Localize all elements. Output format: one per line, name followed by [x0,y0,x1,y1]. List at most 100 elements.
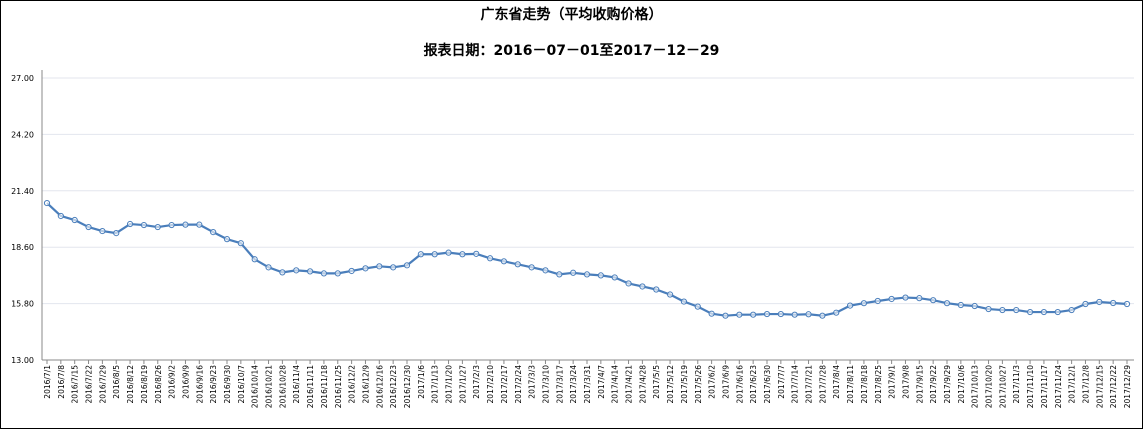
x-tick-label: 2016/8/5 [112,365,121,399]
data-point [971,302,978,310]
data-point [486,255,494,262]
data-point [750,311,757,318]
data-point [611,274,618,281]
x-tick-label: 2017/10/27 [998,365,1007,408]
x-tick-label: 2016/8/26 [154,365,163,404]
data-point [279,269,286,276]
data-point [182,221,189,228]
x-tick-label: 2017/1/27 [458,365,467,404]
x-tick-label: 2016/12/2 [348,365,357,404]
x-tick-label: 2016/12/16 [375,365,384,408]
x-tick-label: 2017/5/5 [652,365,661,399]
x-tick-label: 2017/11/10 [1026,365,1035,408]
data-point [43,199,51,207]
data-point [722,312,729,319]
chart-subtitle: 报表日期：2016－07－01至2017－12－29 [423,43,720,59]
data-point [791,311,798,318]
data-point [874,297,881,305]
x-tick-label: 2016/7/1 [43,365,52,399]
x-tick-label: 2017/9/22 [929,365,938,404]
data-point [1040,308,1048,316]
data-point [1082,300,1089,308]
data-point [666,291,674,298]
x-tick-label: 2017/10/20 [985,365,994,408]
x-tick-label: 2017/3/24 [569,365,578,404]
data-point [1123,300,1131,308]
data-point [237,240,244,247]
data-point [85,223,92,231]
x-tick-label: 2017/6/2 [708,365,717,399]
data-point [736,311,743,318]
x-tick-label: 2017/1/13 [431,365,440,404]
x-tick-label: 2016/11/11 [306,365,315,408]
data-point [916,295,923,302]
x-tick-label: 2017/6/30 [763,365,772,404]
data-point [763,310,771,318]
data-point [957,301,964,309]
x-tick-label: 2017/12/15 [1095,365,1104,408]
x-tick-label: 2017/2/17 [500,365,509,404]
data-point [445,249,452,256]
x-tick-label: 2017/4/14 [611,365,620,404]
data-point [653,286,660,293]
y-tick-label: 13.00 [11,356,34,365]
x-tick-label: 2017/9/8 [901,365,910,399]
data-point [846,302,854,309]
data-point [1096,298,1103,306]
x-tick-label: 2017/9/1 [888,365,897,399]
data-point [196,221,203,228]
x-tick-label: 2017/7/21 [805,365,814,404]
x-tick-label: 2017/8/11 [846,365,855,404]
x-tick-label: 2017/5/19 [680,365,689,404]
data-point [680,298,688,305]
data-point [500,258,508,265]
x-tick-label: 2017/4/7 [597,365,606,399]
x-tick-label: 2017/9/15 [915,365,924,404]
x-tick-label: 2016/9/2 [168,365,177,399]
x-tick-label: 2017/2/10 [486,365,495,404]
data-point [570,269,577,276]
x-tick-label: 2017/3/10 [541,365,550,404]
data-point [99,227,106,235]
x-tick-label: 2017/5/26 [694,365,703,404]
data-point [1110,299,1117,307]
data-point [431,251,438,258]
x-tick-label: 2017/12/8 [1081,365,1090,404]
data-point [639,283,646,290]
data-point [777,310,784,318]
data-point [1068,306,1075,314]
data-point [57,212,64,220]
data-point [403,262,411,269]
x-tick-label: 2017/7/7 [777,365,786,399]
x-tick-label: 2016/9/16 [195,365,204,404]
y-tick-label: 15.80 [11,300,34,309]
data-point [320,270,328,277]
x-tick-label: 2017/11/3 [1012,365,1021,404]
data-point [1054,308,1061,316]
series-line [46,202,1128,317]
data-point [583,271,591,278]
x-tick-label: 2017/5/12 [666,365,675,404]
x-tick-label: 2017/11/24 [1054,365,1063,408]
x-tick-label: 2016/9/9 [181,365,190,399]
x-tick-label: 2017/8/4 [832,365,841,399]
x-tick-label: 2017/4/21 [625,365,634,404]
x-tick-label: 2016/12/23 [389,365,398,408]
x-tick-label: 2017/6/9 [721,365,730,399]
x-tick-label: 2017/7/14 [791,365,800,404]
x-tick-label: 2017/2/24 [514,365,523,404]
x-tick-label: 2017/10/6 [957,365,966,404]
data-point [168,221,175,229]
x-tick-label: 2017/1/20 [445,365,454,404]
x-tick-label: 2017/3/3 [528,365,537,399]
data-point [293,267,300,274]
data-point [694,303,701,310]
x-tick-label: 2016/8/19 [140,365,149,404]
x-tick-label: 2017/12/29 [1123,365,1132,408]
x-tick-label: 2017/6/16 [735,365,744,404]
data-point [265,264,272,271]
data-point [210,228,217,236]
data-point [473,250,480,257]
data-point [362,265,369,272]
